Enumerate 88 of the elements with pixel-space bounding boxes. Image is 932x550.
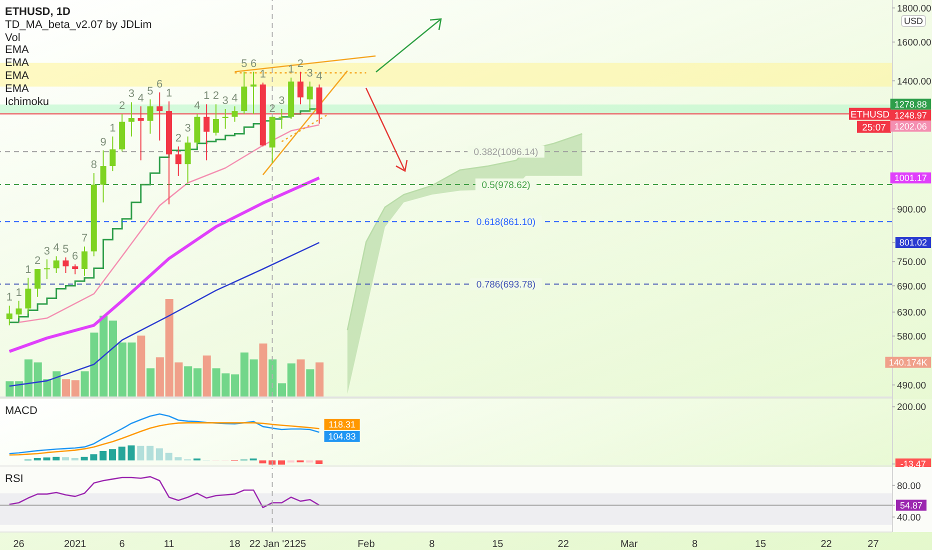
annotation: 3 bbox=[128, 88, 135, 100]
annotation: 6 bbox=[72, 250, 78, 262]
x-tick-label: 8 bbox=[692, 539, 698, 550]
annotation: 1 bbox=[110, 122, 116, 134]
y-tick-label: 630.00 bbox=[897, 308, 926, 319]
data-label: 118.31 bbox=[328, 420, 356, 430]
annotation: 2 bbox=[34, 255, 41, 268]
annotation: 4 bbox=[194, 100, 200, 112]
x-tick-label: 2021 bbox=[64, 539, 87, 550]
x-tick-label: 22 bbox=[820, 539, 832, 550]
x-tick-label: 22 bbox=[558, 539, 570, 550]
annotation: 1 bbox=[288, 64, 294, 76]
chart-title: RSI bbox=[5, 473, 24, 485]
annotation: Ichimoku bbox=[5, 96, 50, 108]
y-tick-label: -13.47 bbox=[900, 459, 926, 470]
annotation: 6 bbox=[250, 58, 257, 70]
annotation: 3 bbox=[184, 122, 191, 134]
annotation: TD_MA_beta_v2.07 by JDLim bbox=[5, 18, 152, 32]
annotation: 2 bbox=[269, 102, 276, 115]
annotation: 3 bbox=[222, 94, 228, 107]
annotation: 1 bbox=[166, 87, 172, 100]
annotation: 2 bbox=[212, 90, 220, 102]
annotation: 2 bbox=[119, 100, 126, 112]
ref-line-label: ETHUSD bbox=[850, 109, 890, 120]
y-tick-label: 690.00 bbox=[897, 281, 926, 292]
y-tick-label: 1202.06 bbox=[894, 121, 927, 132]
y-tick-label: 490.00 bbox=[897, 380, 926, 392]
annotation: EMA bbox=[5, 57, 30, 70]
y-tick-label: 1400.00 bbox=[897, 76, 932, 88]
x-tick-label: 26 bbox=[13, 539, 25, 550]
x-tick-label: 15 bbox=[492, 539, 504, 550]
y-tick-label: 200.00 bbox=[897, 402, 926, 414]
ref-line-label: 0.618(861.10) bbox=[476, 217, 536, 228]
annotation: 3 bbox=[44, 245, 50, 258]
x-tick-label: 25 bbox=[294, 539, 306, 550]
annotation: 1 bbox=[25, 264, 32, 276]
annotation: 4 bbox=[53, 242, 60, 254]
x-tick-label: 6 bbox=[119, 539, 126, 550]
x-tick-label: 11 bbox=[164, 539, 175, 550]
annotation: 2 bbox=[175, 132, 182, 144]
y-tick-label: 40.00 bbox=[897, 512, 921, 524]
data-label: 104.83 bbox=[328, 432, 356, 442]
annotation: 5 bbox=[147, 85, 154, 98]
annotation: 4 bbox=[138, 92, 144, 104]
y-tick-label: 580.00 bbox=[897, 332, 926, 343]
x-tick-label: 22 Jan '21 bbox=[249, 539, 296, 550]
annotation: 5 bbox=[62, 243, 69, 256]
annotation: 1 bbox=[204, 90, 210, 102]
annotation: 6 bbox=[156, 78, 163, 90]
annotation: EMA bbox=[5, 82, 29, 95]
x-tick-label: 27 bbox=[868, 539, 880, 550]
text: 25:07 bbox=[862, 122, 886, 134]
ref-line-label: 0.382(1096.14) bbox=[474, 147, 538, 158]
y-tick-label: 801.02 bbox=[899, 238, 927, 248]
x-tick-label: 15 bbox=[754, 539, 767, 550]
annotation: 1 bbox=[6, 292, 12, 304]
annotation: EMA bbox=[5, 44, 30, 58]
y-tick-label: 1001.17 bbox=[894, 173, 927, 184]
y-tick-label: 54.87 bbox=[900, 500, 923, 510]
annotation: Vol bbox=[5, 32, 22, 44]
y-tick-label: 1278.88 bbox=[894, 99, 927, 110]
annotation: 3 bbox=[278, 94, 285, 107]
annotation: 8 bbox=[90, 159, 97, 172]
y-tick-label: 750.00 bbox=[897, 257, 926, 268]
y-tick-label: 140.174K bbox=[888, 358, 928, 368]
annotation: EMA bbox=[5, 70, 30, 83]
y-axis-title: USD bbox=[901, 15, 926, 27]
y-tick-label: 1800.00 bbox=[897, 3, 932, 14]
x-tick-label: 18 bbox=[229, 539, 241, 550]
annotation: 5 bbox=[241, 58, 248, 70]
ref-line-label: 0.5(978.62) bbox=[482, 180, 530, 192]
y-tick-label: 80.00 bbox=[897, 480, 921, 492]
x-tick-label: Feb bbox=[358, 539, 376, 550]
annotation: 3 bbox=[306, 68, 313, 80]
annotation: 1 bbox=[260, 68, 266, 81]
text: ETHUSD, 1D bbox=[5, 6, 72, 19]
ref-line-label: 0.786(693.78) bbox=[476, 280, 536, 291]
annotation: 4 bbox=[316, 70, 322, 83]
text: MACD bbox=[5, 405, 38, 417]
annotation: 4 bbox=[232, 92, 238, 104]
x-tick-label: Mar bbox=[620, 539, 638, 550]
annotation: 9 bbox=[100, 136, 106, 148]
y-tick-label: 1248.97 bbox=[894, 110, 927, 120]
y-tick-label: 900.00 bbox=[897, 204, 926, 216]
x-tick-label: 8 bbox=[429, 539, 436, 550]
annotation: 7 bbox=[81, 232, 88, 245]
y-tick-label: 1600.00 bbox=[897, 38, 932, 49]
annotation: 1 bbox=[16, 286, 22, 299]
